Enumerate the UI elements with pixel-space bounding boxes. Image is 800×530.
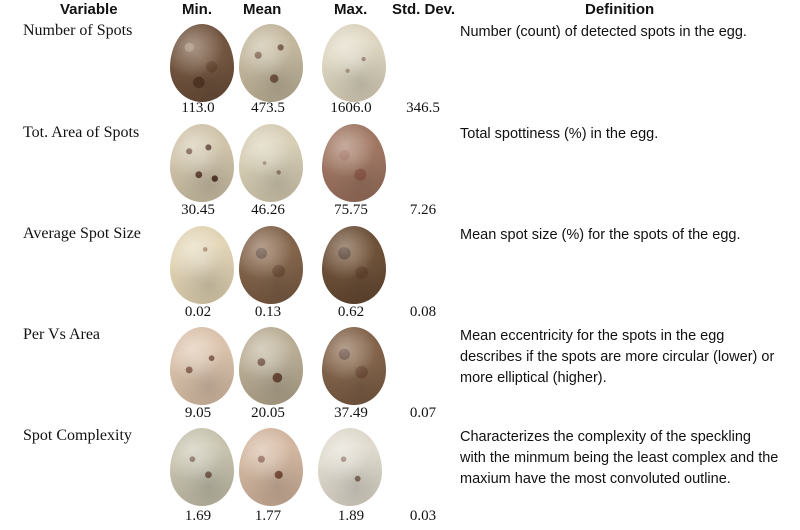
- row-mean-value: 20.05: [251, 405, 285, 421]
- egg-image-max: [318, 428, 382, 506]
- egg-image-mean: [239, 428, 303, 506]
- egg-image-mean: [239, 124, 303, 202]
- row-min-value: 1.69: [184, 508, 212, 524]
- row-std-value: 346.5: [406, 100, 440, 116]
- row-definition: Total spottiness (%) in the egg.: [460, 126, 659, 142]
- row-min-value: 9.05: [184, 405, 212, 421]
- row-std-value: 0.07: [409, 405, 437, 421]
- row-definition: Mean spot size (%) for the spots of the …: [460, 227, 741, 243]
- row-mean-value: 46.26: [251, 202, 285, 218]
- row-std-value: 7.26: [409, 202, 437, 218]
- row-mean-value: 0.13: [254, 304, 282, 320]
- row-max-value: 1606.0: [330, 100, 372, 116]
- egg-image-min: [170, 327, 234, 405]
- row-max-value: 0.62: [337, 304, 365, 320]
- row-name: Number of Spots: [23, 22, 133, 39]
- egg-image-max: [322, 124, 386, 202]
- row-name: Average Spot Size: [23, 225, 141, 242]
- header-definition: Definition: [585, 1, 655, 18]
- header-min: Min.: [182, 1, 212, 18]
- row-min-value: 113.0: [181, 100, 215, 116]
- egg-image-mean: [239, 226, 303, 304]
- row-min-value: 0.02: [184, 304, 212, 320]
- header-std-dev: Std. Dev.: [392, 1, 456, 18]
- egg-image-min: [170, 24, 234, 102]
- row-definition: Mean eccentricity for the spots in the e…: [460, 328, 775, 386]
- row-min-value: 30.45: [181, 202, 215, 218]
- egg-image-max: [322, 327, 386, 405]
- row-name: Per Vs Area: [23, 326, 101, 343]
- egg-image-min: [170, 124, 234, 202]
- row-name: Spot Complexity: [23, 427, 132, 444]
- row-max-value: 75.75: [334, 202, 368, 218]
- egg-image-max: [322, 24, 386, 102]
- row-max-value: 37.49: [334, 405, 368, 421]
- header-mean: Mean: [243, 1, 282, 18]
- egg-image-min: [170, 428, 234, 506]
- row-definition: Characterizes the complexity of the spec…: [460, 429, 779, 487]
- egg-image-max: [322, 226, 386, 304]
- egg-image-mean: [239, 327, 303, 405]
- row-mean-value: 473.5: [251, 100, 285, 116]
- row-std-value: 0.08: [409, 304, 437, 320]
- row-mean-value: 1.77: [254, 508, 282, 524]
- egg-image-mean: [239, 24, 303, 102]
- header-max: Max.: [334, 1, 368, 18]
- row-name: Tot. Area of Spots: [23, 124, 140, 141]
- row-definition: Number (count) of detected spots in the …: [460, 24, 747, 40]
- header-variable: Variable: [60, 1, 118, 18]
- row-max-value: 1.89: [337, 508, 365, 524]
- egg-image-min: [170, 226, 234, 304]
- row-std-value: 0.03: [409, 508, 437, 524]
